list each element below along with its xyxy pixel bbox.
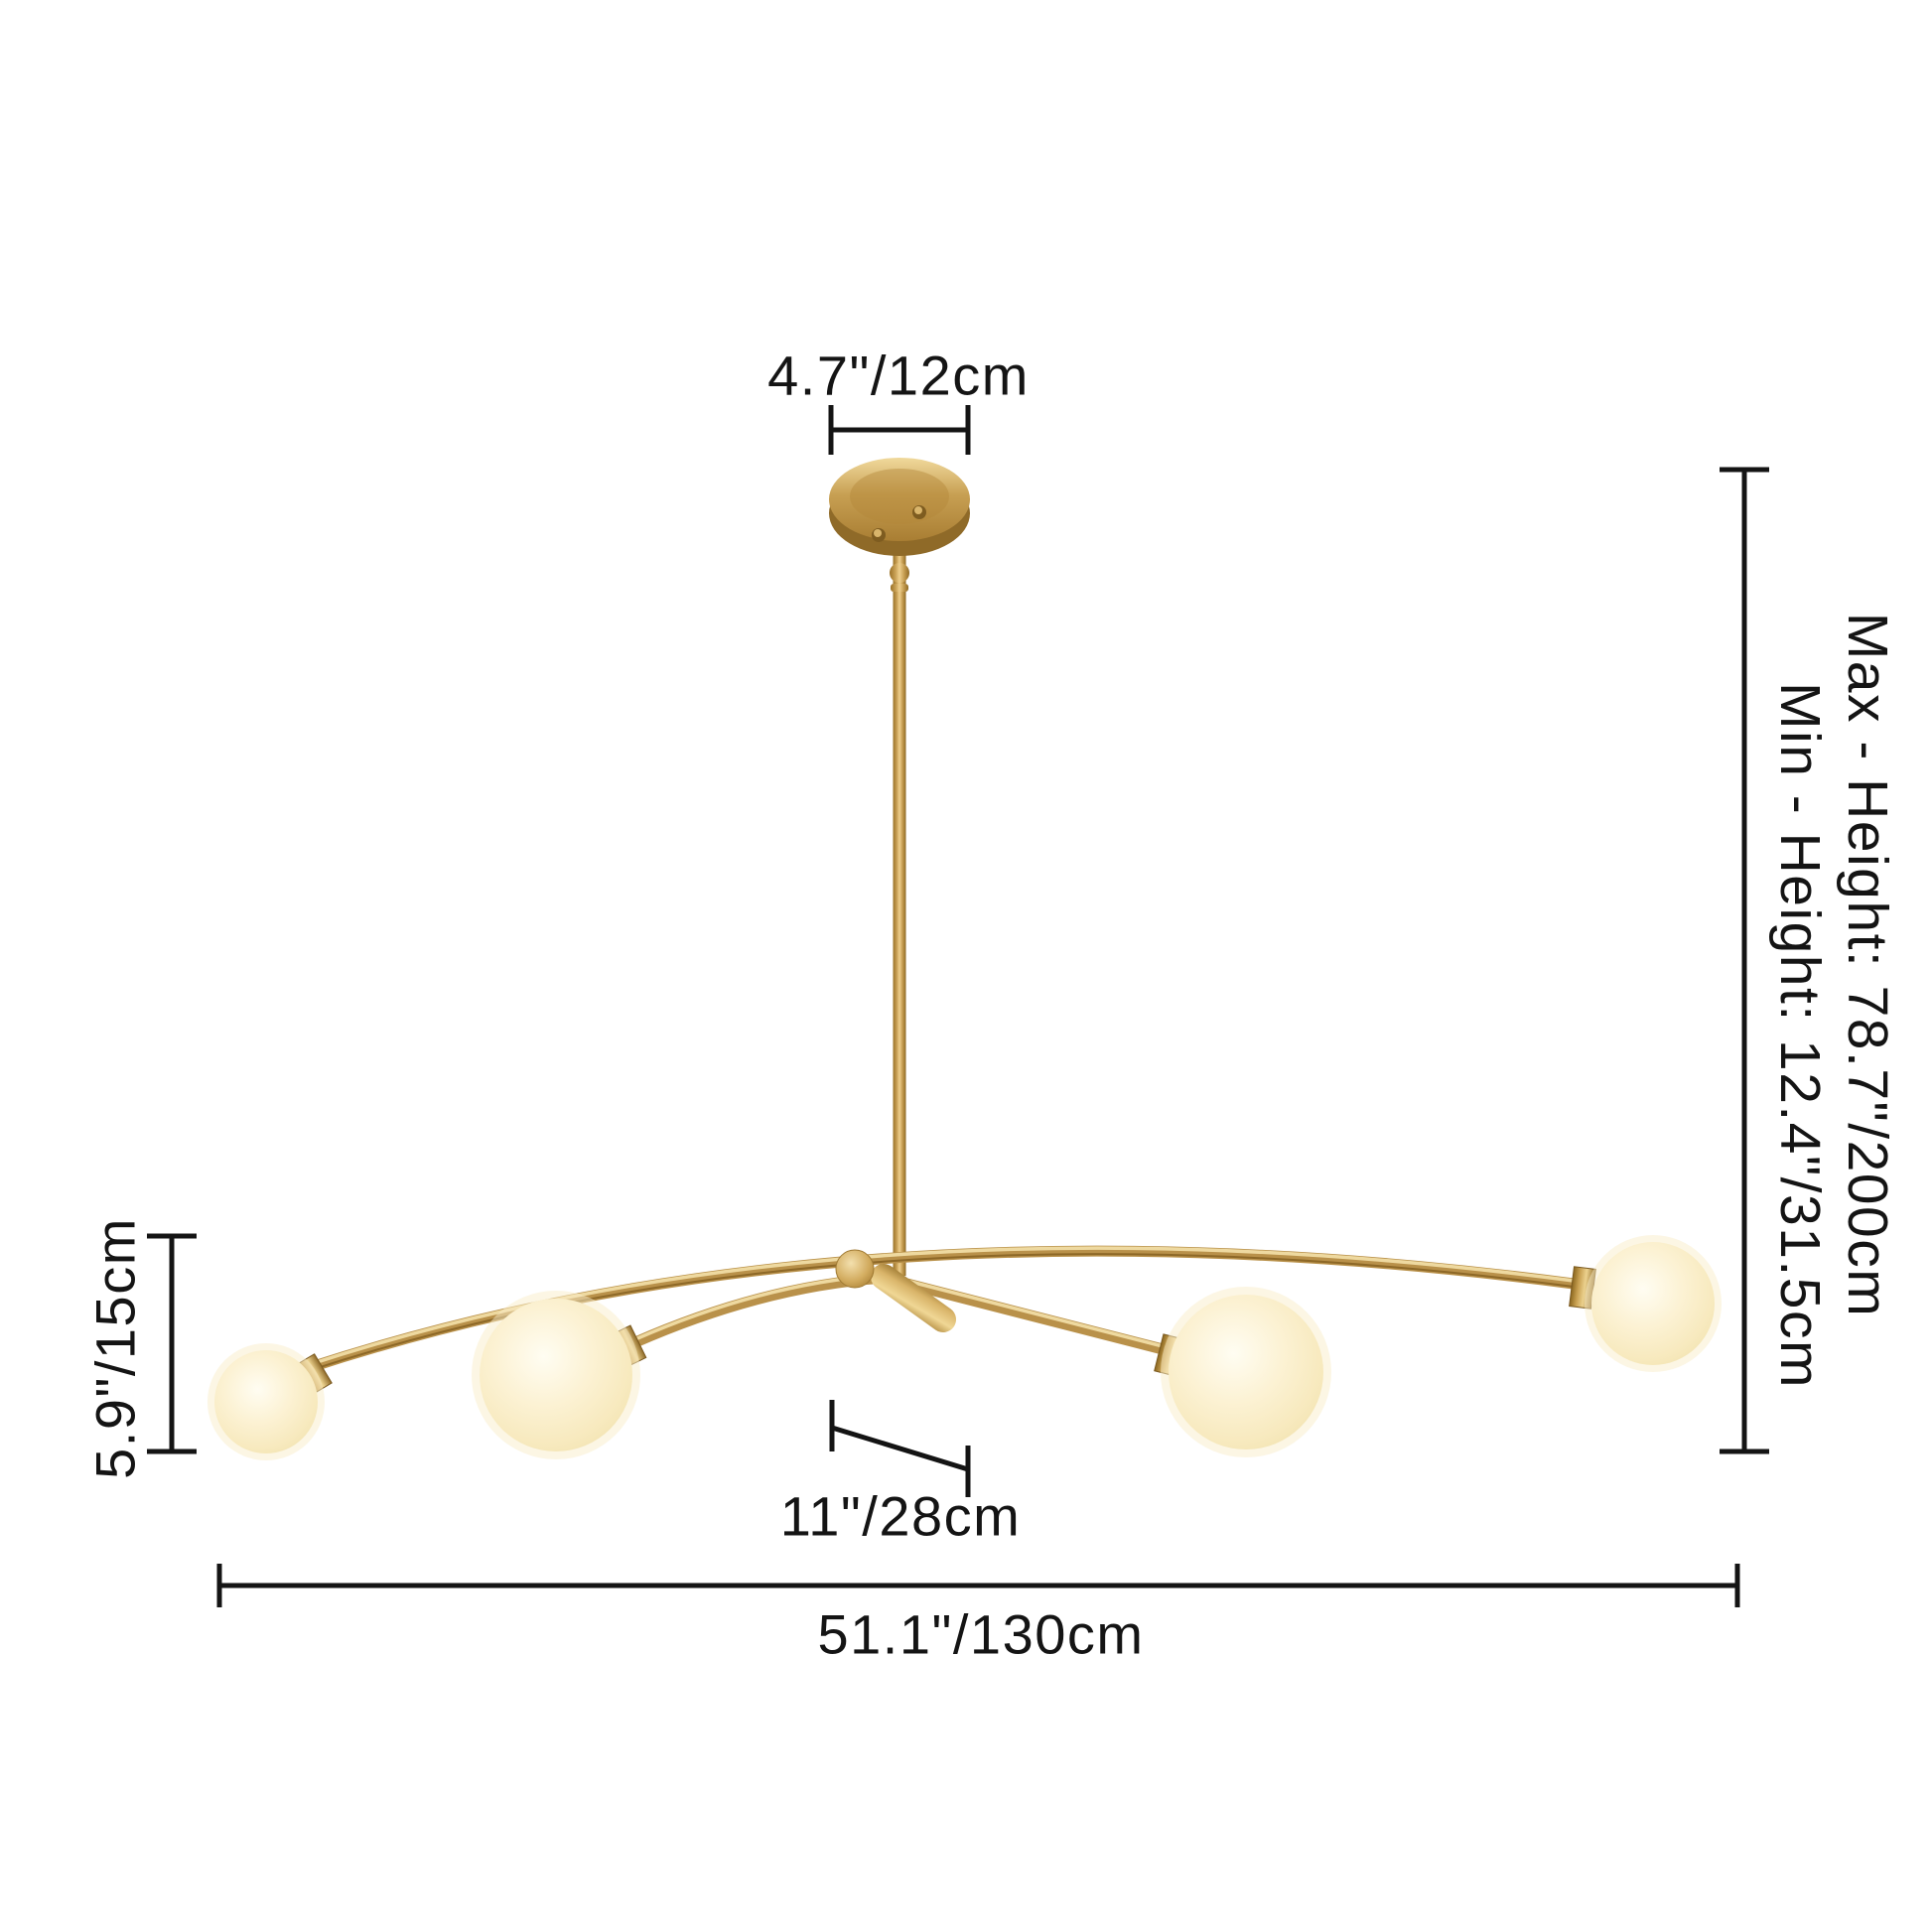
rod-offset-label: 11"/28cm [779, 1484, 1022, 1548]
chandelier [207, 458, 1722, 1460]
globe-3 [1169, 1295, 1323, 1449]
total-width-label: 51.1"/130cm [817, 1602, 1145, 1666]
canopy-width-label: 4.7"/12cm [767, 344, 1030, 407]
dimension-rod-offset [829, 1400, 971, 1497]
fixture-height-label: 5.9"/15cm [83, 1217, 147, 1479]
canopy-screw-highlight [914, 506, 922, 514]
arm-1-shadow [307, 1253, 1575, 1372]
arm-2-right-highlight [882, 1273, 1169, 1349]
canopy-face [829, 458, 970, 541]
globe-1 [214, 1350, 318, 1453]
arm-2-right [878, 1272, 1173, 1356]
max-height-label: Max - Height: 78.7"/200cm [1836, 612, 1899, 1318]
hub-sleeve [871, 1264, 956, 1332]
globe-4 [1591, 1242, 1715, 1365]
canopy-shading [850, 469, 949, 524]
rod-collar [891, 584, 908, 592]
hub-disc [835, 1249, 875, 1289]
dimension-canopy-width [828, 405, 971, 455]
globes [207, 1235, 1722, 1460]
dimension-lines [147, 405, 1769, 1607]
rod-ball-joint [890, 563, 909, 583]
dimension-height [1720, 467, 1769, 1454]
canopy-screw-highlight [874, 529, 882, 537]
hub [835, 1249, 956, 1332]
hanging-rod [893, 536, 906, 1276]
globe-2 [480, 1299, 632, 1451]
arm-1 [302, 1245, 1580, 1374]
dimension-fixture-height [147, 1233, 197, 1454]
arm-1-highlight [306, 1246, 1576, 1367]
dimension-total-width [216, 1564, 1740, 1607]
min-height-label: Min - Height: 12.4"/31.5cm [1768, 682, 1832, 1389]
ceiling-canopy [829, 458, 970, 556]
